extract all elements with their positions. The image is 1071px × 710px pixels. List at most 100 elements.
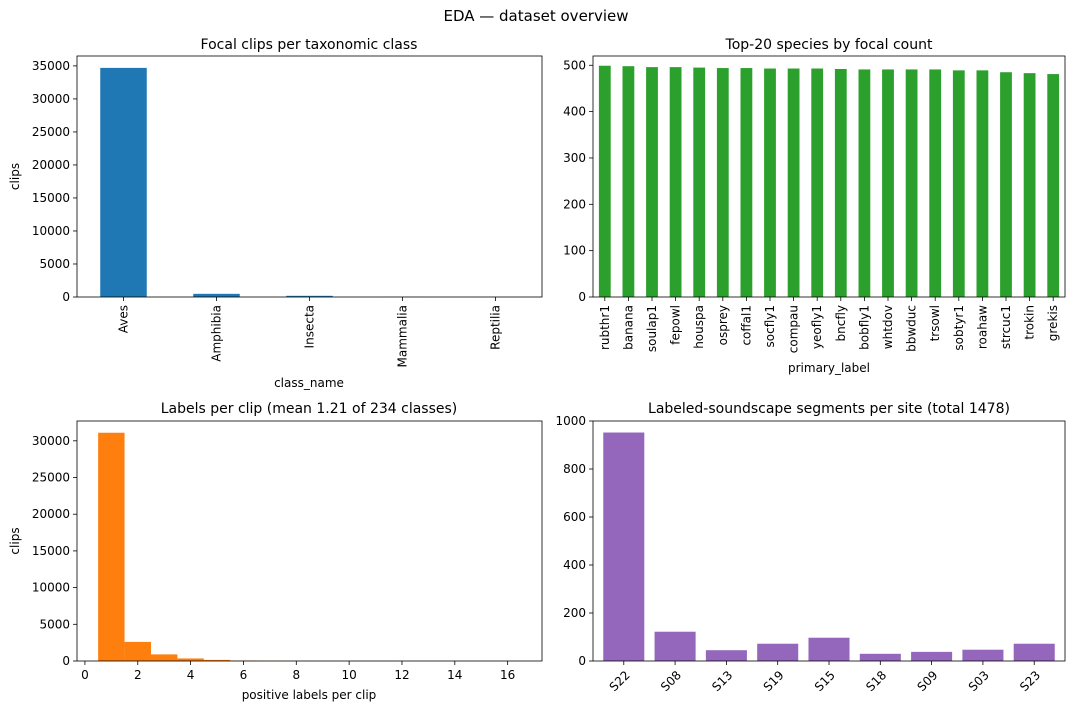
x-tick-label: trsowl — [928, 305, 942, 341]
chart-title: Labeled-soundscape segments per site (to… — [648, 401, 1010, 417]
y-tick-label: 15000 — [32, 544, 70, 558]
bar — [705, 650, 747, 661]
histogram-bar — [203, 659, 231, 661]
bar — [1047, 74, 1060, 297]
y-tick-label: 5000 — [39, 257, 70, 271]
bar — [962, 649, 1004, 661]
bar — [1000, 72, 1012, 297]
bar — [757, 643, 799, 661]
y-tick-label: 600 — [563, 510, 586, 524]
x-tick-label: S18 — [863, 668, 889, 694]
x-tick-label: trokin — [1023, 305, 1037, 340]
bar — [716, 68, 729, 297]
bar — [740, 68, 753, 297]
y-tick-label: 0 — [62, 654, 70, 668]
bar — [911, 651, 953, 661]
histogram-bar — [98, 432, 125, 661]
x-tick-label: Mammalia — [396, 305, 410, 367]
x-axis-label: primary_label — [788, 361, 870, 375]
y-tick-label: 200 — [563, 197, 586, 211]
bar — [787, 68, 800, 297]
x-tick-label: soulap1 — [645, 305, 659, 352]
bar — [100, 67, 147, 297]
bar — [976, 70, 989, 297]
figure-suptitle: EDA — dataset overview — [443, 7, 628, 25]
bar — [811, 68, 824, 297]
bar — [1013, 643, 1055, 661]
x-tick-label: Reptilia — [489, 305, 503, 350]
x-tick-label: 0 — [81, 668, 89, 682]
x-tick-label: S13 — [709, 668, 735, 694]
x-tick-label: 10 — [341, 668, 356, 682]
x-axis-label: positive labels per clip — [242, 688, 377, 702]
chart-marks: 0 5000 10000 15000 20000 25000 30000 35000 Aves A… — [32, 59, 519, 367]
histogram-bar — [124, 641, 151, 661]
x-tick-label: socfly1 — [763, 305, 777, 348]
bar — [646, 67, 658, 297]
bar — [654, 631, 696, 661]
x-tick-label: whtdov — [881, 305, 895, 349]
chart-top-species: Top-20 species by focal count 0 100 200 300… — [563, 37, 1066, 375]
x-tick-label: 16 — [500, 668, 515, 682]
bar — [858, 69, 871, 297]
x-tick-label: S15 — [812, 668, 838, 694]
x-tick-label: bobfly1 — [857, 305, 871, 350]
chart-labels-per-clip: Labels per clip (mean 1.21 of 234 classe… — [8, 401, 543, 702]
x-tick-label: S22 — [607, 668, 633, 694]
bar — [952, 70, 965, 297]
y-tick-label: 0 — [578, 654, 586, 668]
x-tick-label: roahaw — [975, 305, 989, 349]
x-tick-label: Amphibia — [210, 305, 224, 362]
chart-title: Top-20 species by focal count — [725, 37, 933, 53]
y-tick-label: 100 — [563, 244, 586, 258]
chart-title: Labels per clip (mean 1.21 of 234 classe… — [161, 401, 458, 417]
axes-frame — [76, 420, 543, 662]
axes-frame — [592, 420, 1066, 662]
chart-marks: 0 200 400 600 800 1000 S22 S08 S13 S19 S15 S18 S09 S0… — [555, 414, 1055, 694]
y-tick-label: 0 — [578, 290, 586, 304]
y-tick-label: 10000 — [32, 581, 70, 595]
y-tick-label: 500 — [563, 58, 586, 72]
chart-class-counts: Focal clips per taxonomic class 0 5000 100… — [8, 37, 543, 390]
x-tick-label: rubthr1 — [598, 305, 612, 350]
x-tick-label: S08 — [658, 668, 684, 694]
x-tick-label: coffal1 — [739, 305, 753, 346]
bar — [669, 67, 682, 297]
x-tick-label: strcuc1 — [999, 305, 1013, 349]
bar — [1023, 73, 1036, 298]
bar — [808, 637, 850, 661]
x-tick-label: 12 — [394, 668, 409, 682]
bar — [286, 295, 333, 297]
x-tick-label: Insecta — [303, 305, 317, 348]
x-tick-label: yeofly1 — [810, 305, 824, 349]
bar — [193, 293, 240, 297]
bar — [929, 69, 942, 297]
bar — [622, 66, 635, 297]
x-tick-label: S09 — [914, 668, 940, 694]
y-tick-label: 5000 — [39, 617, 70, 631]
histogram-bar — [150, 654, 178, 661]
bar — [905, 69, 918, 297]
chart-marks: 0 100 200 300 400 500 rubthr1 banana soulap1 fepo… — [563, 58, 1060, 353]
x-tick-label: 8 — [292, 668, 300, 682]
bar — [603, 432, 645, 661]
x-tick-label: sobtyr1 — [952, 305, 966, 351]
y-tick-label: 800 — [563, 462, 586, 476]
x-tick-label: Aves — [117, 305, 131, 333]
y-axis-label: clips — [8, 527, 22, 554]
y-tick-label: 0 — [62, 290, 70, 304]
x-tick-label: bncfly — [834, 305, 848, 341]
x-axis-label: class_name — [274, 376, 344, 390]
y-tick-label: 25000 — [32, 125, 70, 139]
x-tick-label: houspa — [692, 305, 706, 349]
x-tick-label: osprey — [716, 305, 730, 345]
bar — [693, 67, 706, 297]
axes-frame — [76, 55, 543, 298]
x-tick-label: 2 — [134, 668, 142, 682]
y-tick-label: 15000 — [32, 191, 70, 205]
y-tick-label: 400 — [563, 558, 586, 572]
y-tick-label: 20000 — [32, 158, 70, 172]
x-tick-label: S03 — [966, 668, 992, 694]
x-tick-label: 14 — [447, 668, 462, 682]
y-tick-label: 20000 — [32, 507, 70, 521]
